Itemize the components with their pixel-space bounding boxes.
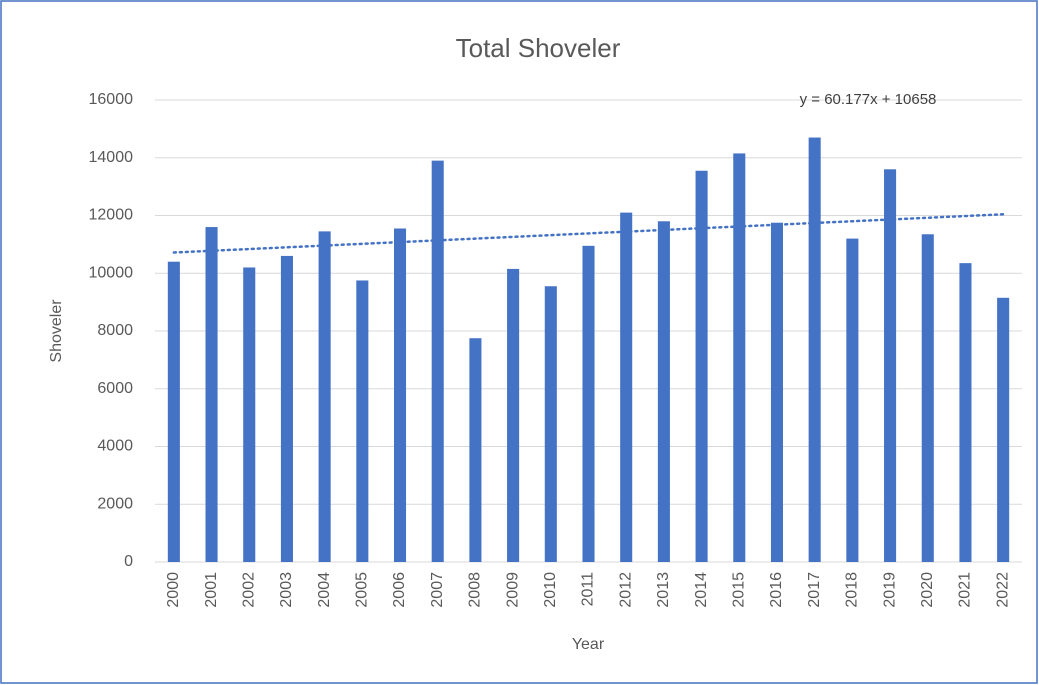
y-tick-label: 16000: [89, 91, 134, 108]
bar: [431, 160, 444, 562]
bar: [544, 286, 557, 562]
x-tick-label: 2003: [278, 572, 295, 608]
bar: [695, 170, 708, 562]
trendline: [172, 213, 1005, 254]
y-tick-label: 12000: [89, 207, 134, 224]
bar: [280, 255, 293, 563]
bar: [997, 297, 1010, 562]
bar: [393, 228, 407, 562]
chart-title: Total Shoveler: [456, 33, 621, 63]
bar: [243, 267, 256, 562]
y-tick-label: 8000: [97, 322, 133, 339]
bar: [657, 221, 670, 562]
x-tick-label: 2002: [240, 572, 257, 608]
bar: [318, 231, 331, 562]
bar: [167, 261, 180, 562]
x-tick-label: 2000: [165, 572, 182, 608]
bar: [356, 280, 369, 562]
x-tick-label: 2008: [467, 572, 484, 608]
y-tick-label: 10000: [89, 264, 134, 281]
y-tick-label: 0: [124, 553, 133, 570]
x-tick-label: 2021: [957, 572, 974, 608]
x-tick-label: 2011: [580, 572, 597, 607]
bar: [469, 338, 482, 562]
bar: [921, 234, 934, 563]
x-tick-label: 2022: [994, 572, 1011, 608]
bar: [205, 227, 218, 563]
bar: [846, 238, 859, 562]
x-tick-label: 2006: [391, 572, 408, 608]
bar: [507, 268, 520, 562]
y-tick-label: 14000: [89, 149, 134, 166]
x-tick-label: 2019: [881, 572, 898, 608]
x-tick-label: 2010: [542, 572, 559, 608]
bar: [733, 153, 746, 562]
x-tick-label: 2016: [768, 572, 785, 608]
x-tick-label: 2015: [731, 572, 748, 608]
bar: [620, 212, 633, 563]
x-tick-label: 2014: [693, 572, 710, 608]
x-tick-label: 2020: [919, 572, 936, 608]
x-tick-label: 2004: [316, 572, 333, 608]
bar: [884, 169, 897, 563]
bar: [959, 263, 972, 562]
x-tick-label: 2007: [429, 572, 446, 608]
x-tick-label: 2013: [655, 572, 672, 608]
y-tick-label: 6000: [97, 380, 133, 397]
x-tick-label: 2018: [844, 572, 861, 608]
x-tick-label: 2009: [504, 572, 521, 608]
trendline-equation: y = 60.177x + 10658: [800, 91, 937, 108]
x-tick-label: 2005: [354, 572, 371, 608]
bar: [582, 245, 595, 562]
y-tick-label: 4000: [97, 438, 133, 455]
y-axis-title: Shoveler: [48, 299, 65, 363]
x-tick-label: 2012: [617, 572, 634, 608]
x-axis-title: Year: [572, 636, 605, 653]
y-tick-label: 2000: [97, 495, 133, 512]
x-tick-label: 2001: [203, 572, 220, 608]
x-tick-label: 2017: [806, 572, 823, 608]
bar: [770, 222, 784, 562]
bar: [808, 137, 821, 562]
